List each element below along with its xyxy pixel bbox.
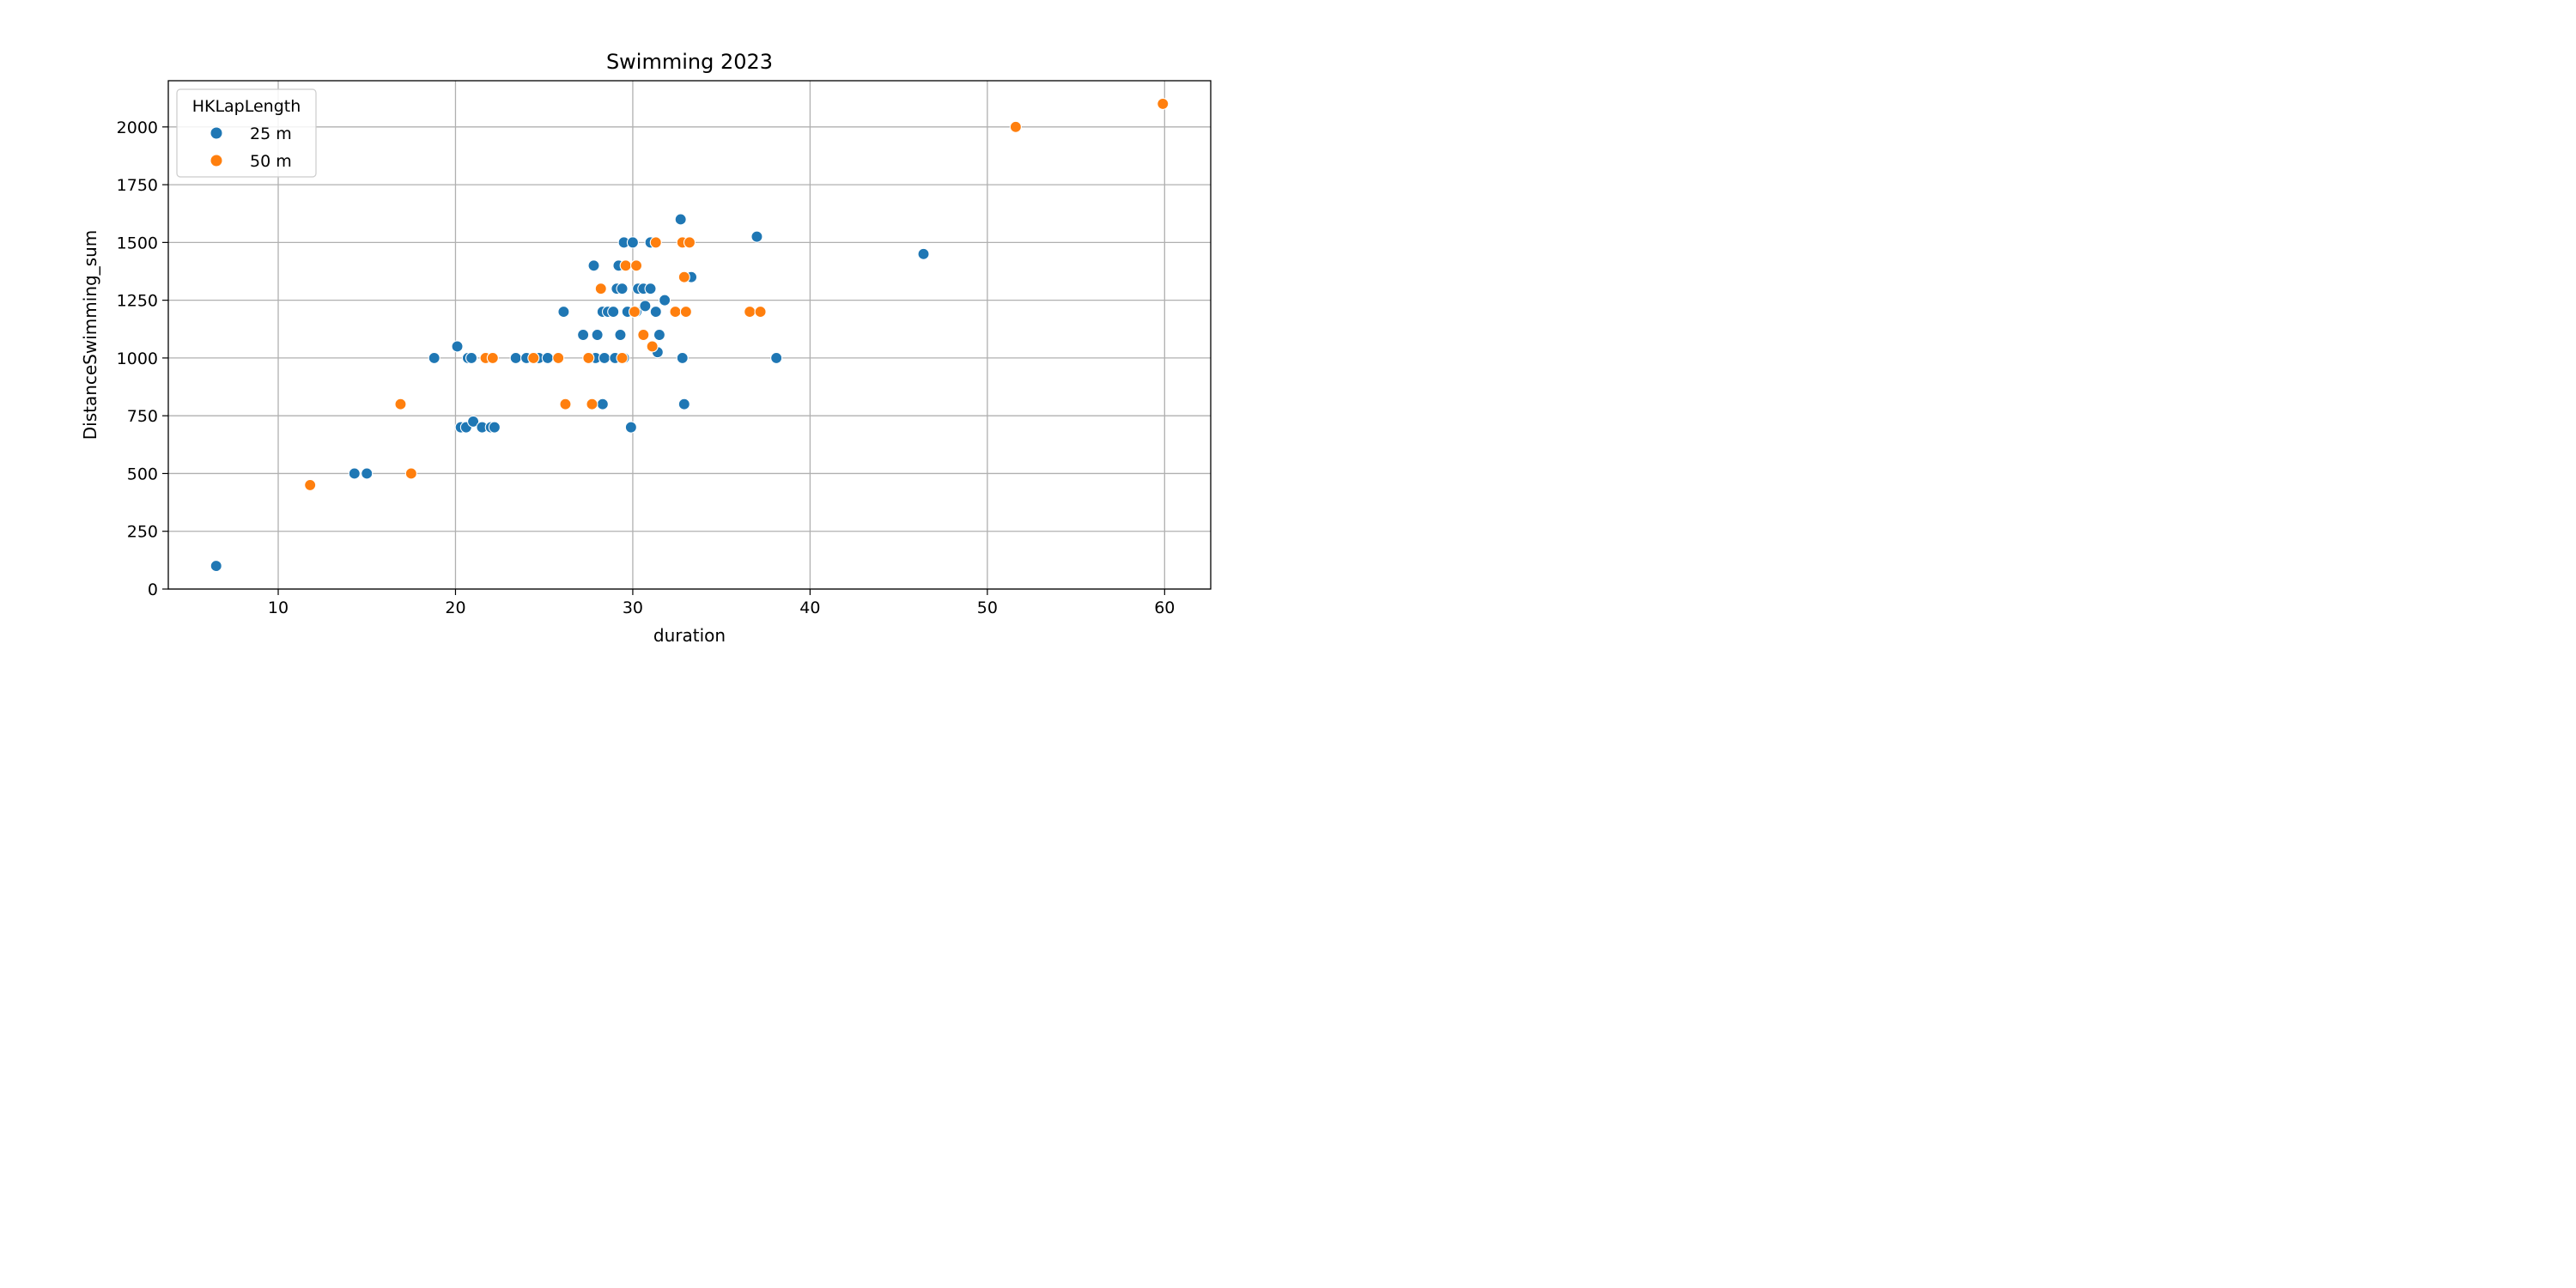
data-point-25m — [428, 351, 440, 364]
data-point-25m — [653, 328, 665, 342]
legend: HKLapLength 25 m 50 m — [176, 88, 317, 178]
x-tick-label: 30 — [623, 598, 643, 617]
data-point-25m — [557, 306, 570, 319]
y-tick-label: 1250 — [117, 292, 158, 311]
data-point-50m — [744, 306, 756, 319]
y-tick-label: 2000 — [117, 118, 158, 137]
data-point-25m — [626, 236, 639, 249]
data-point-25m — [750, 230, 763, 243]
data-point-25m — [577, 328, 590, 342]
data-point-50m — [669, 306, 682, 319]
y-axis-label: DistanceSwimming_sum — [80, 230, 100, 440]
data-point-25m — [591, 328, 604, 342]
legend-label-25m: 25 m — [250, 125, 292, 143]
data-point-25m — [644, 283, 657, 295]
data-point-50m — [394, 398, 407, 410]
x-tick-label: 20 — [445, 598, 465, 617]
data-point-25m — [677, 398, 690, 410]
data-point-25m — [676, 351, 689, 364]
data-point-50m — [646, 340, 659, 353]
data-point-25m — [674, 213, 687, 226]
y-tick-label: 1500 — [117, 234, 158, 252]
x-tick-label: 10 — [268, 598, 289, 617]
data-point-50m — [486, 351, 499, 364]
data-point-50m — [1009, 120, 1022, 133]
data-point-50m — [616, 351, 629, 364]
data-point-50m — [559, 398, 572, 410]
data-point-25m — [587, 259, 600, 272]
data-point-50m — [677, 270, 690, 283]
data-point-25m — [616, 283, 629, 295]
data-point-25m — [348, 467, 361, 480]
data-point-25m — [210, 560, 222, 573]
data-point-25m — [596, 398, 609, 410]
data-point-50m — [619, 259, 632, 272]
legend-box — [176, 88, 317, 178]
data-point-25m — [624, 421, 637, 434]
data-point-50m — [304, 478, 317, 491]
x-tick-label: 40 — [799, 598, 820, 617]
axis-ticks: 10 20 30 40 50 60 0 250 500 750 1000 1250 1500 1750 20… — [117, 118, 1176, 617]
data-point-25m — [467, 415, 480, 428]
data-point-25m — [614, 328, 627, 342]
data-point-50m — [649, 236, 662, 249]
data-point-50m — [628, 306, 641, 319]
y-tick-label: 1000 — [117, 349, 158, 368]
y-tick-label: 500 — [127, 465, 158, 483]
legend-marker-25m — [210, 126, 223, 140]
grid-lines — [168, 81, 1211, 590]
x-axis-label: duration — [653, 625, 726, 646]
data-point-50m — [683, 236, 696, 249]
data-point-50m — [552, 351, 565, 364]
data-point-25m — [649, 306, 662, 319]
chart-title: Swimming 2023 — [606, 50, 773, 74]
data-point-50m — [527, 351, 540, 364]
data-point-25m — [488, 421, 501, 434]
data-point-25m — [361, 467, 374, 480]
data-point-50m — [594, 283, 607, 295]
legend-title: HKLapLength — [192, 97, 301, 116]
data-points — [210, 97, 1170, 573]
data-point-25m — [598, 351, 611, 364]
data-point-25m — [451, 340, 464, 353]
legend-label-50m: 50 m — [250, 152, 292, 171]
data-point-25m — [639, 300, 652, 313]
data-point-50m — [1157, 97, 1170, 110]
y-tick-label: 1750 — [117, 176, 158, 195]
data-point-25m — [465, 351, 478, 364]
data-point-50m — [630, 259, 643, 272]
plot-frame — [167, 80, 1212, 590]
data-point-25m — [659, 294, 671, 307]
data-point-50m — [582, 351, 595, 364]
data-point-25m — [509, 351, 522, 364]
y-tick-label: 0 — [148, 580, 158, 599]
data-point-50m — [637, 328, 650, 342]
x-tick-label: 60 — [1154, 598, 1175, 617]
data-point-50m — [754, 306, 767, 319]
x-tick-label: 50 — [977, 598, 998, 617]
data-point-50m — [586, 398, 598, 410]
chart-container: Swimming 2023 10 20 30 40 50 60 0 250 500 750 1000… — [0, 0, 1326, 663]
data-point-25m — [541, 351, 554, 364]
scatter-chart: Swimming 2023 10 20 30 40 50 60 0 250 500 750 1000… — [80, 50, 1212, 646]
data-point-25m — [917, 247, 930, 260]
data-point-25m — [607, 306, 620, 319]
data-point-50m — [679, 306, 692, 319]
y-tick-label: 250 — [127, 523, 158, 542]
y-tick-label: 750 — [127, 407, 158, 426]
data-point-50m — [404, 467, 417, 480]
legend-marker-50m — [210, 154, 223, 167]
data-point-25m — [770, 351, 783, 364]
